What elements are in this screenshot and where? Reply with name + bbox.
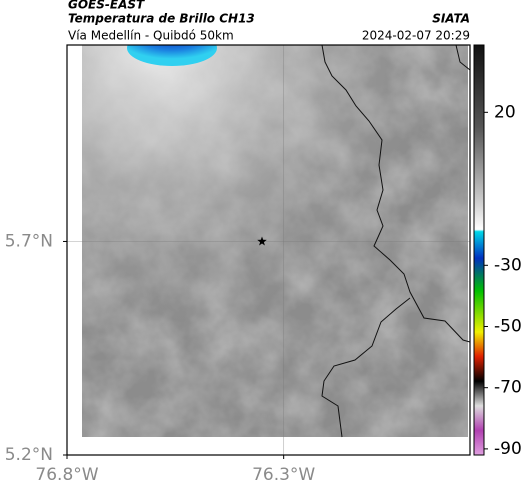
source: SIATA [432, 12, 470, 26]
colorbar-tick-label: -50 [494, 316, 522, 336]
colorbar [473, 44, 485, 456]
borders [321, 45, 470, 438]
product: Temperatura de Brillo CH13 [68, 12, 255, 26]
region: Vía Medellín - Quibdó 50km [68, 29, 234, 43]
colorbar-tick-label: 20 [494, 102, 516, 122]
x-tick-label: 76.3°W [252, 465, 315, 485]
map-frame [66, 44, 471, 456]
satellite-image [82, 45, 468, 437]
satellite: GOES-EAST [68, 0, 145, 12]
colorbar-tick-label: -70 [494, 378, 522, 398]
colorbar-tick-label: -30 [494, 255, 522, 275]
x-tick-label: 76.8°W [35, 465, 98, 485]
y-tick-label: 5.2°N [5, 445, 53, 465]
y-tick-label: 5.7°N [5, 231, 53, 251]
datetime: 2024-02-07 20:29 [362, 29, 470, 43]
location-marker [257, 236, 267, 246]
colorbar-tick-label: -90 [494, 439, 522, 459]
